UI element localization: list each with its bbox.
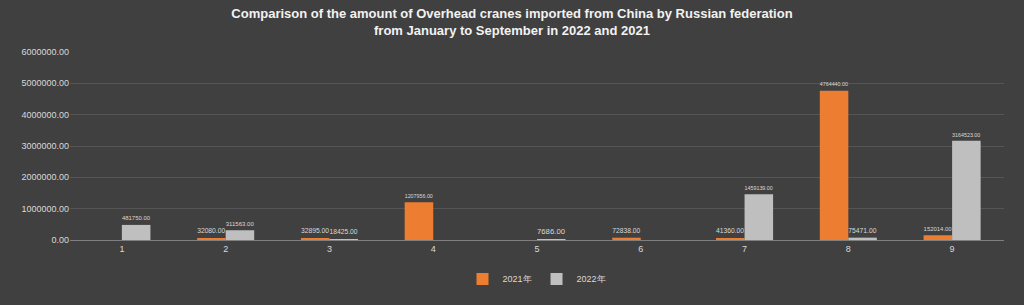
svg-text:2021年: 2021年	[503, 274, 532, 284]
svg-text:32895.00: 32895.00	[301, 227, 329, 234]
svg-text:152014.00: 152014.00	[924, 226, 953, 232]
svg-text:18425.00: 18425.00	[329, 228, 357, 235]
svg-text:2022年: 2022年	[577, 274, 606, 284]
svg-text:5000000.00: 5000000.00	[21, 78, 69, 88]
svg-text:75471.00: 75471.00	[848, 227, 876, 234]
svg-text:7686.00: 7686.00	[537, 227, 565, 236]
svg-text:4: 4	[431, 244, 436, 254]
svg-text:1207956.00: 1207956.00	[405, 193, 433, 199]
svg-text:72838.00: 72838.00	[612, 227, 640, 234]
svg-text:311563.00: 311563.00	[226, 221, 255, 227]
svg-text:6000000.00: 6000000.00	[21, 47, 69, 57]
svg-text:481750.00: 481750.00	[122, 215, 151, 221]
svg-text:1: 1	[119, 244, 124, 254]
svg-text:3: 3	[327, 244, 332, 254]
svg-text:5: 5	[534, 244, 539, 254]
svg-text:7: 7	[742, 244, 747, 254]
svg-text:0.00: 0.00	[51, 235, 69, 245]
svg-text:4764440.00: 4764440.00	[820, 81, 848, 87]
svg-text:4000000.00: 4000000.00	[21, 110, 69, 120]
svg-text:6: 6	[638, 244, 643, 254]
svg-text:2: 2	[223, 244, 228, 254]
svg-text:2000000.00: 2000000.00	[21, 172, 69, 182]
svg-text:1000000.00: 1000000.00	[21, 204, 69, 214]
svg-text:8: 8	[846, 244, 851, 254]
svg-text:1459139.00: 1459139.00	[745, 185, 773, 191]
svg-text:41360.00: 41360.00	[716, 227, 744, 234]
svg-text:Comparison of the amount of Ov: Comparison of the amount of Overhead cra…	[231, 6, 792, 38]
svg-text:3000000.00: 3000000.00	[21, 141, 69, 151]
svg-text:3164523.00: 3164523.00	[952, 132, 980, 138]
svg-text:9: 9	[950, 244, 955, 254]
svg-text:32080.00: 32080.00	[197, 227, 225, 234]
